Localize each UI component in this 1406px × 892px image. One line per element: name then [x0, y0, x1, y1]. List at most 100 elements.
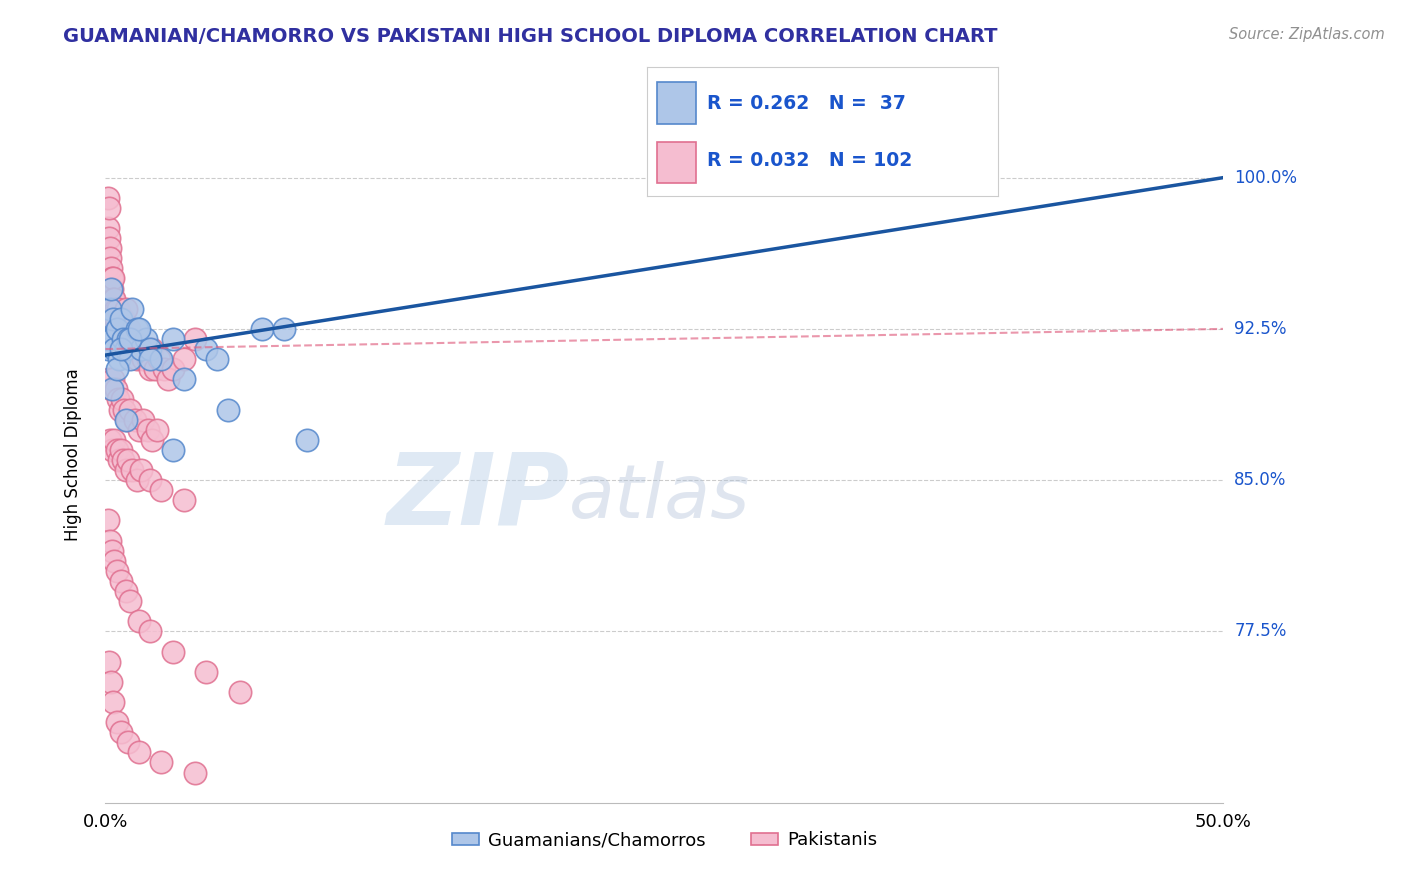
Point	[110, 311, 132, 326]
Point	[139, 352, 162, 367]
Text: ZIP: ZIP	[387, 448, 569, 545]
Point	[184, 332, 207, 346]
Point	[139, 624, 162, 639]
Point	[96, 261, 118, 276]
Point	[128, 615, 150, 629]
Point	[112, 311, 135, 326]
Text: 77.5%: 77.5%	[1234, 623, 1286, 640]
Text: 100.0%: 100.0%	[1234, 169, 1298, 186]
Point	[135, 332, 157, 346]
Point	[101, 271, 124, 285]
Point	[124, 412, 146, 426]
Point	[101, 332, 124, 346]
Point	[118, 352, 141, 367]
Point	[228, 685, 250, 699]
Point	[100, 674, 122, 689]
Point	[184, 765, 207, 780]
Point	[98, 241, 121, 255]
Point	[111, 322, 134, 336]
Legend: Guamanians/Chamorros, Pakistanis: Guamanians/Chamorros, Pakistanis	[444, 824, 884, 856]
Text: atlas: atlas	[569, 460, 751, 533]
Point	[110, 342, 132, 356]
Point	[117, 453, 139, 467]
Point	[120, 342, 142, 356]
Point	[98, 252, 121, 266]
Point	[143, 362, 166, 376]
Point	[101, 281, 124, 295]
Point	[121, 463, 143, 477]
Point	[117, 332, 139, 346]
Point	[104, 383, 127, 397]
Point	[118, 322, 141, 336]
Point	[98, 231, 121, 245]
Point	[111, 392, 134, 407]
Point	[295, 433, 318, 447]
Point	[100, 383, 122, 397]
Point	[103, 311, 125, 326]
Point	[139, 342, 162, 356]
Point	[157, 372, 180, 386]
Point	[103, 342, 125, 356]
Point	[97, 201, 120, 215]
Point	[97, 655, 120, 669]
Point	[114, 463, 136, 477]
Point	[103, 292, 125, 306]
Point	[129, 463, 152, 477]
Point	[195, 665, 218, 679]
Point	[114, 332, 136, 346]
Point	[103, 433, 125, 447]
Point	[105, 311, 128, 326]
Point	[103, 695, 125, 709]
Point	[205, 352, 228, 367]
Point	[118, 402, 141, 417]
Point	[103, 292, 125, 306]
Point	[162, 442, 184, 457]
Point	[115, 412, 138, 426]
Point	[97, 513, 120, 527]
Point	[108, 453, 131, 467]
Point	[98, 533, 121, 548]
Point	[125, 473, 148, 487]
Point	[125, 322, 148, 336]
Y-axis label: High School Diploma: High School Diploma	[63, 368, 82, 541]
Point	[110, 442, 132, 457]
Point	[217, 402, 239, 417]
Point	[117, 735, 139, 749]
Point	[273, 322, 295, 336]
Point	[108, 332, 131, 346]
Point	[107, 301, 129, 316]
Point	[110, 725, 132, 739]
Point	[121, 332, 143, 346]
Point	[115, 322, 138, 336]
Point	[124, 342, 146, 356]
Text: GUAMANIAN/CHAMORRO VS PAKISTANI HIGH SCHOOL DIPLOMA CORRELATION CHART: GUAMANIAN/CHAMORRO VS PAKISTANI HIGH SCH…	[63, 27, 998, 45]
Point	[98, 433, 121, 447]
Point	[125, 352, 148, 367]
Point	[139, 362, 162, 376]
Point	[141, 342, 163, 356]
Point	[118, 332, 141, 346]
Point	[162, 362, 184, 376]
Point	[103, 372, 125, 386]
Point	[132, 412, 155, 426]
Point	[97, 332, 120, 346]
Point	[108, 352, 131, 367]
Point	[98, 301, 121, 316]
Point	[100, 261, 122, 276]
Point	[101, 383, 124, 397]
Point	[104, 311, 127, 326]
Point	[105, 564, 128, 578]
Point	[173, 493, 195, 508]
Point	[173, 352, 195, 367]
Point	[110, 574, 132, 588]
Point	[114, 301, 136, 316]
Point	[136, 423, 159, 437]
Point	[195, 342, 218, 356]
Point	[105, 322, 128, 336]
Point	[118, 594, 141, 608]
Point	[132, 352, 155, 367]
Point	[135, 342, 157, 356]
Point	[128, 322, 150, 336]
Point	[129, 342, 152, 356]
Point	[105, 442, 128, 457]
